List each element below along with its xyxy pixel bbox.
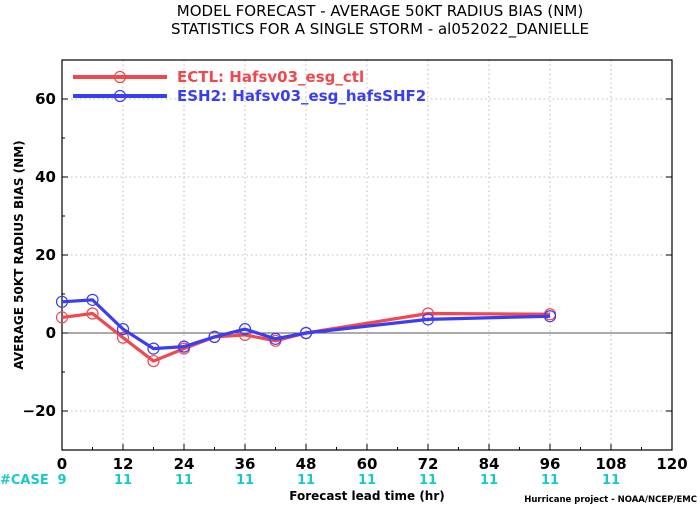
case-count: 11: [236, 473, 254, 488]
case-count: 9: [57, 473, 66, 488]
y-axis-label: AVERAGE 50KT RADIUS BIAS (NM): [12, 140, 26, 369]
legend-marker-2: [113, 89, 127, 103]
legend-marker-1: [113, 70, 127, 84]
credit-text: Hurricane project - NOAA/NCEP/EMC: [524, 495, 697, 505]
case-count: 11: [297, 473, 315, 488]
case-count: 11: [480, 473, 498, 488]
y-tick-label: 0: [46, 324, 56, 342]
grid-lines: [62, 60, 672, 450]
x-tick-label: 120: [656, 455, 687, 473]
x-tick-label: 48: [296, 455, 317, 473]
x-tick-label: 108: [595, 455, 626, 473]
data-point-series-2: [177, 340, 191, 353]
chart-title-line2: STATISTICS FOR A SINGLE STORM - al052022…: [171, 20, 589, 39]
case-count: 11: [419, 473, 437, 488]
data-point-series-2: [208, 330, 221, 343]
y-tick-label: 60: [35, 90, 56, 108]
data-point-series-1: [86, 307, 99, 320]
x-tick-label: 36: [235, 455, 256, 473]
chart-title-line1: MODEL FORECAST - AVERAGE 50KT RADIUS BIA…: [177, 2, 583, 20]
x-tick-label: 12: [113, 455, 134, 473]
x-tick-label: 96: [540, 455, 561, 473]
data-point-series-1: [147, 354, 160, 368]
data-point-series-2: [116, 323, 130, 336]
legend-label-2: ESH2: Hafsv03_esg_hafsSHF2: [177, 87, 426, 105]
case-counts: #CASE 9 11 11 11 11 11 11 11 11 11: [0, 473, 620, 488]
case-count: 11: [602, 473, 620, 488]
x-axis-label: Forecast lead time (hr): [289, 489, 445, 503]
data-point-series-2: [299, 326, 313, 340]
data-point-series-1: [116, 331, 130, 344]
y-tick-label: −20: [23, 402, 56, 420]
case-count: 11: [358, 473, 376, 488]
y-tick-label: 40: [35, 168, 56, 186]
x-tick-label: 24: [174, 455, 195, 473]
case-count: 11: [175, 473, 193, 488]
legend-label-1: ECTL: Hafsv03_esg_ctl: [177, 68, 364, 86]
x-tick-label: 60: [357, 455, 378, 473]
data-point-series-2: [269, 332, 282, 345]
x-tick-label: 72: [418, 455, 439, 473]
data-point-series-2: [238, 323, 252, 336]
data-point-series-2: [421, 313, 435, 326]
y-axis-ticks: −20 0 20 40 60: [23, 59, 672, 451]
case-count: 11: [541, 473, 559, 488]
data-point-series-2: [543, 310, 557, 323]
data-point-series-2: [86, 293, 99, 306]
case-count: 11: [114, 473, 132, 488]
case-label: #CASE: [0, 473, 49, 488]
x-tick-label: 0: [57, 455, 67, 473]
x-axis-ticks: 0 12 24 36 48 60 72 84 96 108 120: [57, 444, 688, 473]
data-point-series-2: [147, 342, 160, 355]
data-series: [55, 293, 557, 368]
y-tick-label: 20: [35, 246, 56, 264]
x-tick-label: 84: [479, 455, 500, 473]
series-line-2: [61, 298, 551, 351]
data-point-series-2: [55, 295, 69, 308]
data-point-series-1: [55, 311, 69, 324]
